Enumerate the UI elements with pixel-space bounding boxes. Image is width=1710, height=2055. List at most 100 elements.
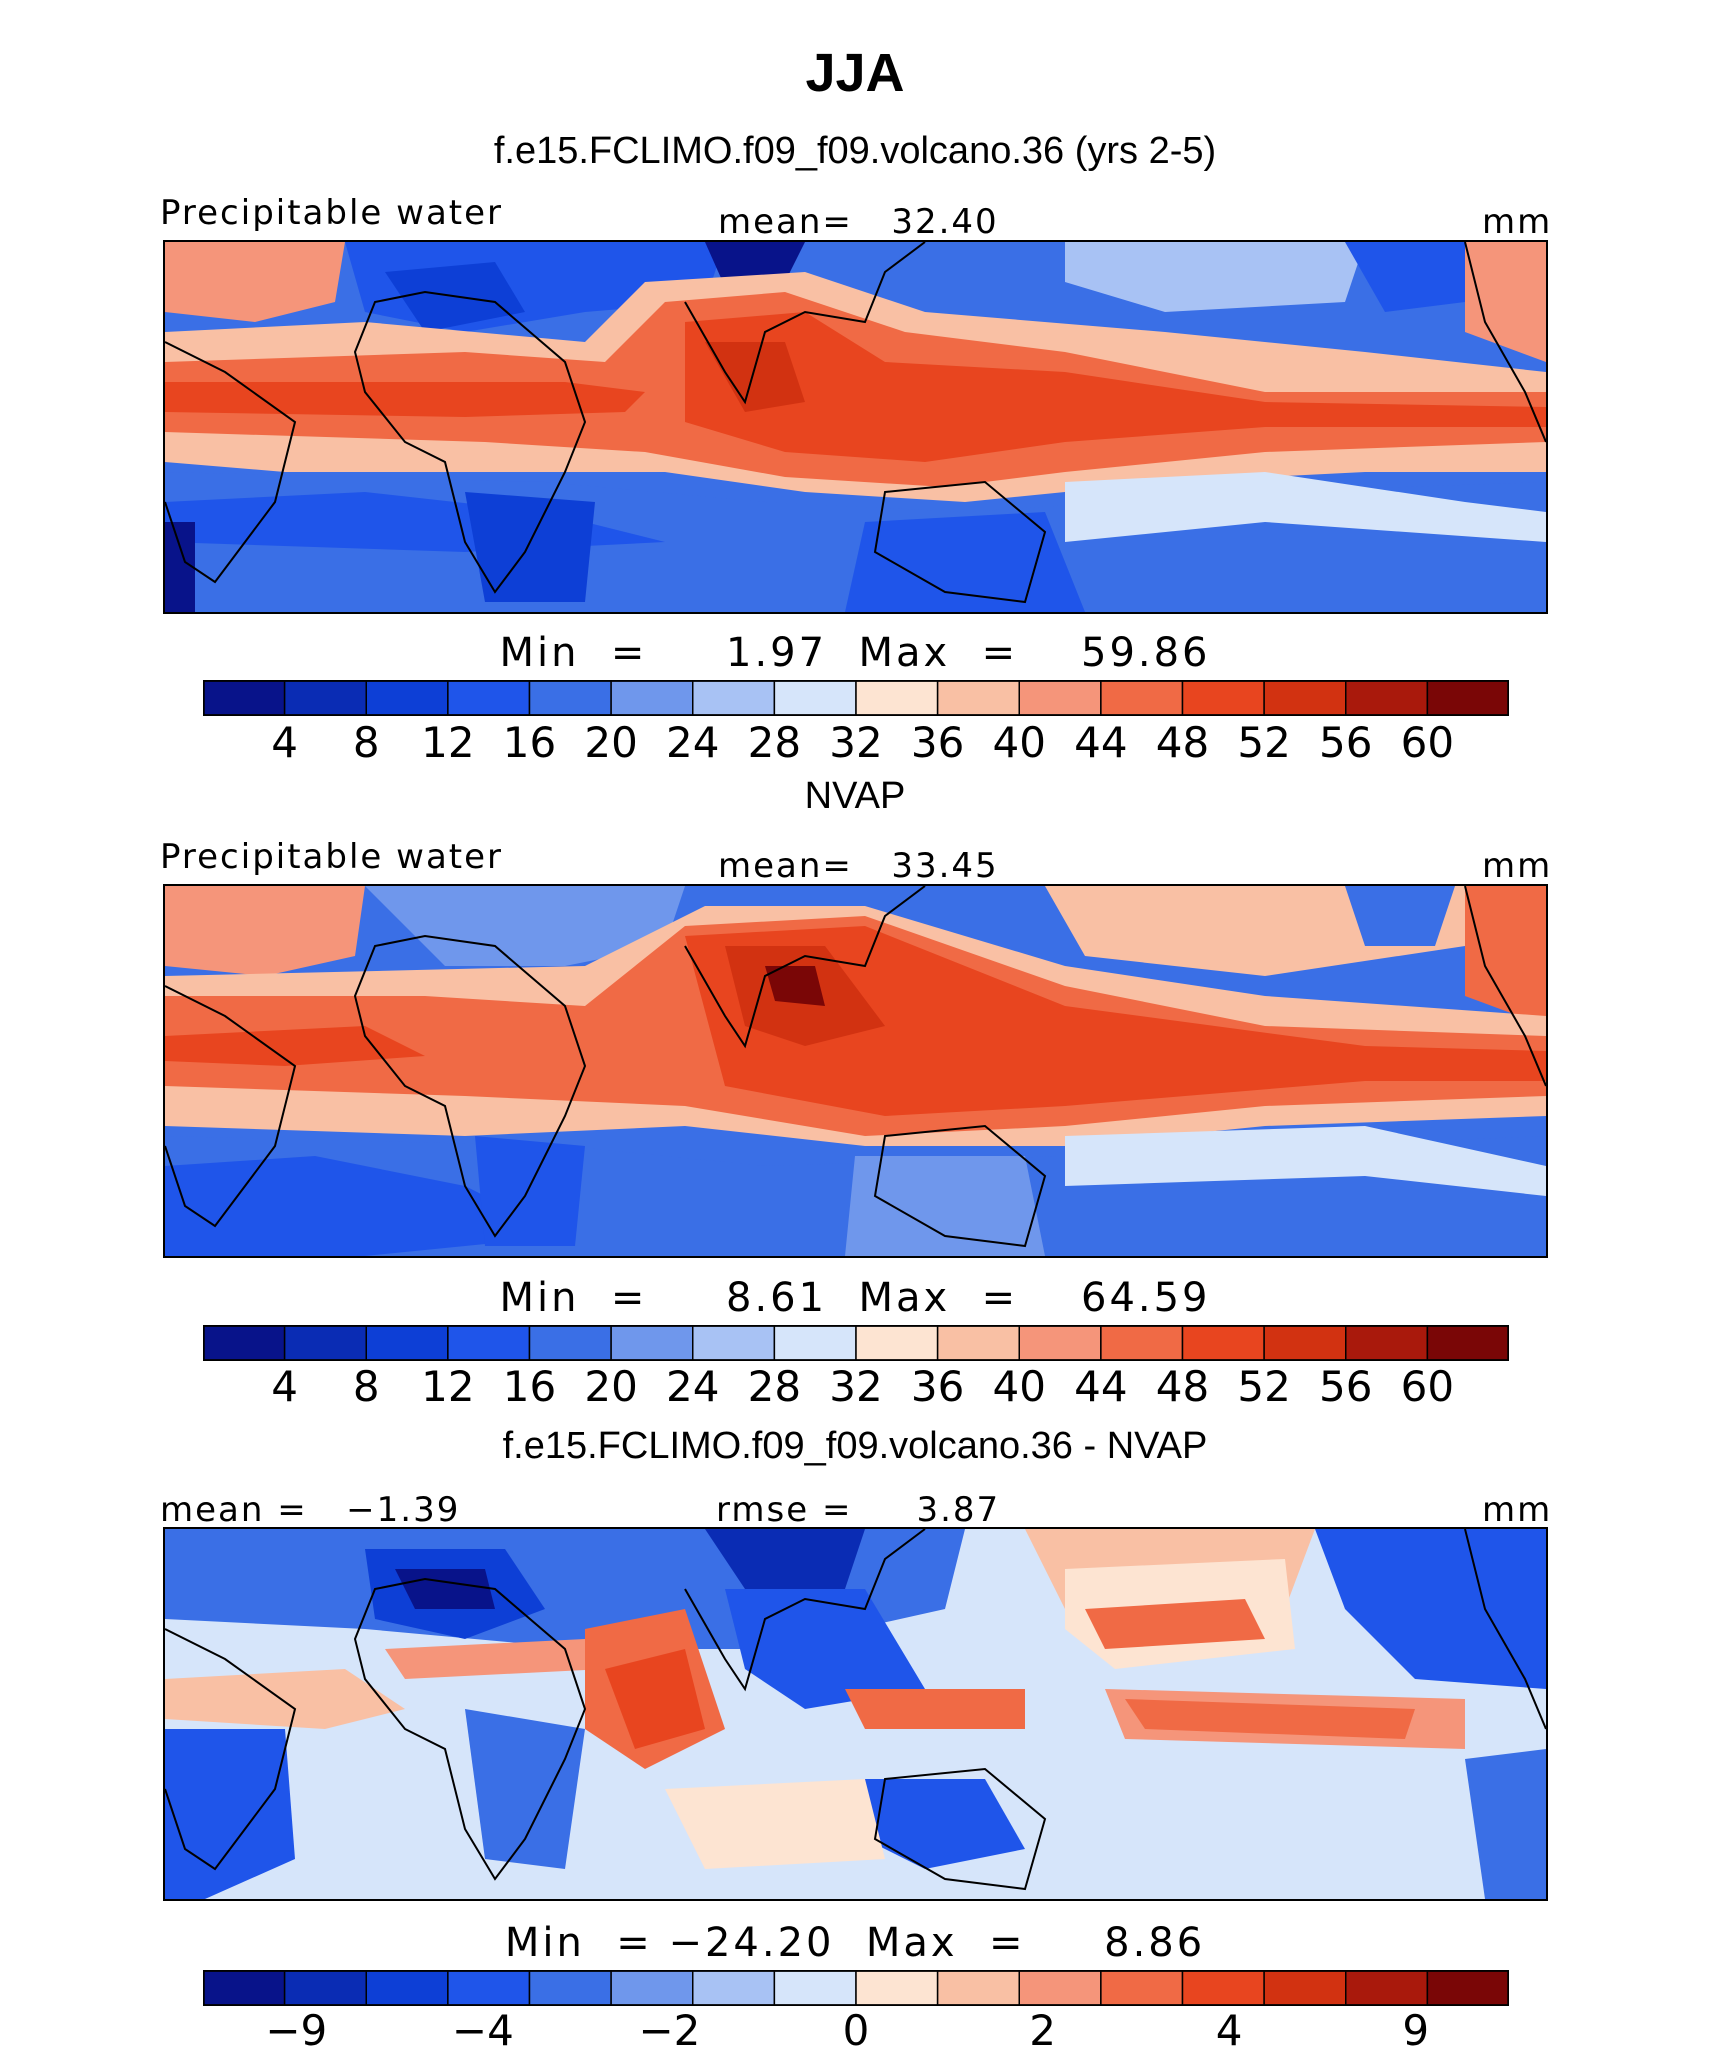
panel-3-colorbar-ticks: −9 −4 −2 0 2 4 9 (203, 2006, 1509, 2055)
panel-3-units-label: mm (1482, 1490, 1553, 1530)
colorbar-swatch (1100, 1325, 1184, 1361)
colorbar-swatch (855, 1970, 939, 2006)
colorbar-tick-label: 36 (910, 1362, 965, 1411)
colorbar-swatch (1426, 1970, 1509, 2006)
colorbar-swatch (692, 680, 776, 716)
colorbar-swatch (610, 680, 694, 716)
colorbar-swatch (1100, 1970, 1184, 2006)
colorbar-swatch (203, 1325, 286, 1361)
panel-2-title: NVAP (804, 775, 906, 817)
panel-1-title: f.e15.FCLIMO.f09_f09.volcano.36 (yrs 2-5… (493, 130, 1217, 172)
colorbar-swatch (283, 1970, 367, 2006)
colorbar-tick-label: 20 (584, 1362, 638, 1411)
colorbar-tick-label: 40 (992, 718, 1046, 767)
colorbar-swatch (528, 1970, 612, 2006)
colorbar-swatch (1426, 1325, 1509, 1361)
colorbar-tick-label: 8 (352, 718, 380, 767)
colorbar-tick-label: 16 (502, 1362, 557, 1411)
colorbar-swatch (283, 1325, 367, 1361)
panel-2-map (163, 884, 1548, 1258)
colorbar-tick-label: 8 (352, 1362, 380, 1411)
colorbar-tick-label: 4 (271, 718, 298, 767)
colorbar-tick-label: 36 (910, 718, 965, 767)
colorbar-swatch (1263, 1325, 1347, 1361)
colorbar-swatch (692, 1970, 776, 2006)
colorbar-tick-label: 60 (1400, 1362, 1455, 1411)
panel-3-rmse-label: rmse = 3.87 (716, 1490, 1001, 1530)
colorbar-swatch (1100, 680, 1184, 716)
colorbar-swatch (1181, 680, 1265, 716)
colorbar-tick-label: 56 (1319, 1362, 1373, 1411)
panel-2-colorbar-ticks: 4 8 12 16 20 24 28 32 36 40 44 48 52 56 60 (203, 1362, 1509, 1412)
colorbar-swatch (1181, 1970, 1265, 2006)
colorbar-swatch (365, 1325, 449, 1361)
colorbar-tick-label: −4 (451, 2006, 514, 2055)
colorbar-swatch (1018, 1970, 1102, 2006)
panel-3-map (163, 1527, 1548, 1901)
colorbar-swatch (1345, 680, 1429, 716)
colorbar-swatch (692, 1325, 776, 1361)
colorbar-swatch (1426, 680, 1509, 716)
colorbar-swatch (1263, 680, 1347, 716)
colorbar-swatch (1345, 1970, 1429, 2006)
panel-1-mean-label: mean= 32.40 (718, 202, 999, 242)
panel-1-variable-label: Precipitable water (160, 193, 504, 233)
colorbar-outline (203, 1325, 1509, 1361)
colorbar-swatch (773, 1970, 857, 2006)
colorbar-tick-label: 44 (1074, 1362, 1128, 1411)
colorbar-swatch (528, 680, 612, 716)
colorbar-tick-label: 52 (1237, 1362, 1291, 1411)
panel-3-colorbar (203, 1970, 1509, 2006)
colorbar-swatch (365, 1970, 449, 2006)
colorbar-tick-label: −9 (265, 2006, 328, 2055)
colorbar-tick-label: 4 (1215, 2006, 1243, 2055)
colorbar-tick-label: 48 (1155, 718, 1210, 767)
colorbar-swatch (1345, 1325, 1429, 1361)
panel-3-title: f.e15.FCLIMO.f09_f09.volcano.36 - NVAP (502, 1425, 1208, 1467)
panel-2-variable-label: Precipitable water (160, 837, 504, 877)
colorbar-swatch (365, 680, 449, 716)
colorbar-outline (203, 680, 1509, 716)
panel-2-colorbar (203, 1325, 1509, 1361)
panel-3-mean-label: mean = −1.39 (160, 1490, 461, 1530)
panel-1-map (163, 240, 1548, 614)
colorbar-tick-label: 4 (271, 1362, 298, 1411)
colorbar-tick-label: 20 (584, 718, 638, 767)
colorbar-swatch (283, 680, 367, 716)
colorbar-outline (203, 1970, 1509, 2006)
colorbar-tick-label: 24 (666, 718, 720, 767)
colorbar-swatch (1181, 1325, 1265, 1361)
colorbar-tick-label: 28 (747, 718, 802, 767)
colorbar-tick-label: −2 (638, 2006, 701, 2055)
colorbar-tick-label: 0 (842, 2006, 870, 2055)
colorbar-swatch (610, 1970, 694, 2006)
colorbar-swatch (447, 1325, 531, 1361)
colorbar-swatch (610, 1325, 694, 1361)
colorbar-tick-label: 9 (1402, 2006, 1430, 2055)
colorbar-swatch (203, 1970, 286, 2006)
colorbar-swatch (936, 1970, 1020, 2006)
panel-2-mean-label: mean= 33.45 (718, 846, 999, 886)
panel-1-colorbar-ticks: 4 8 12 16 20 24 28 32 36 40 44 48 52 56 60 (203, 718, 1509, 768)
colorbar-tick-label: 28 (747, 1362, 802, 1411)
colorbar-swatch (1263, 1970, 1347, 2006)
panel-3-min-max: Min = −24.20 Max = 8.86 (504, 1920, 1206, 1966)
colorbar-swatch (855, 680, 939, 716)
colorbar-swatch (447, 1970, 531, 2006)
colorbar-swatch (936, 1325, 1020, 1361)
colorbar-swatch (773, 1325, 857, 1361)
panel-1-min-max: Min = 1.97 Max = 59.86 (499, 630, 1211, 676)
colorbar-tick-label: 56 (1319, 718, 1373, 767)
figure-title: JJA (805, 43, 905, 103)
colorbar-swatch (1018, 1325, 1102, 1361)
colorbar-swatch (855, 1325, 939, 1361)
colorbar-tick-label: 32 (829, 1362, 883, 1411)
colorbar-tick-label: 2 (1029, 2006, 1056, 2055)
colorbar-swatch (773, 680, 857, 716)
panel-1-units-label: mm (1482, 202, 1553, 242)
colorbar-tick-label: 60 (1400, 718, 1455, 767)
colorbar-tick-label: 52 (1237, 718, 1291, 767)
colorbar-tick-label: 48 (1155, 1362, 1210, 1411)
colorbar-tick-label: 44 (1074, 718, 1128, 767)
panel-1-colorbar (203, 680, 1509, 716)
